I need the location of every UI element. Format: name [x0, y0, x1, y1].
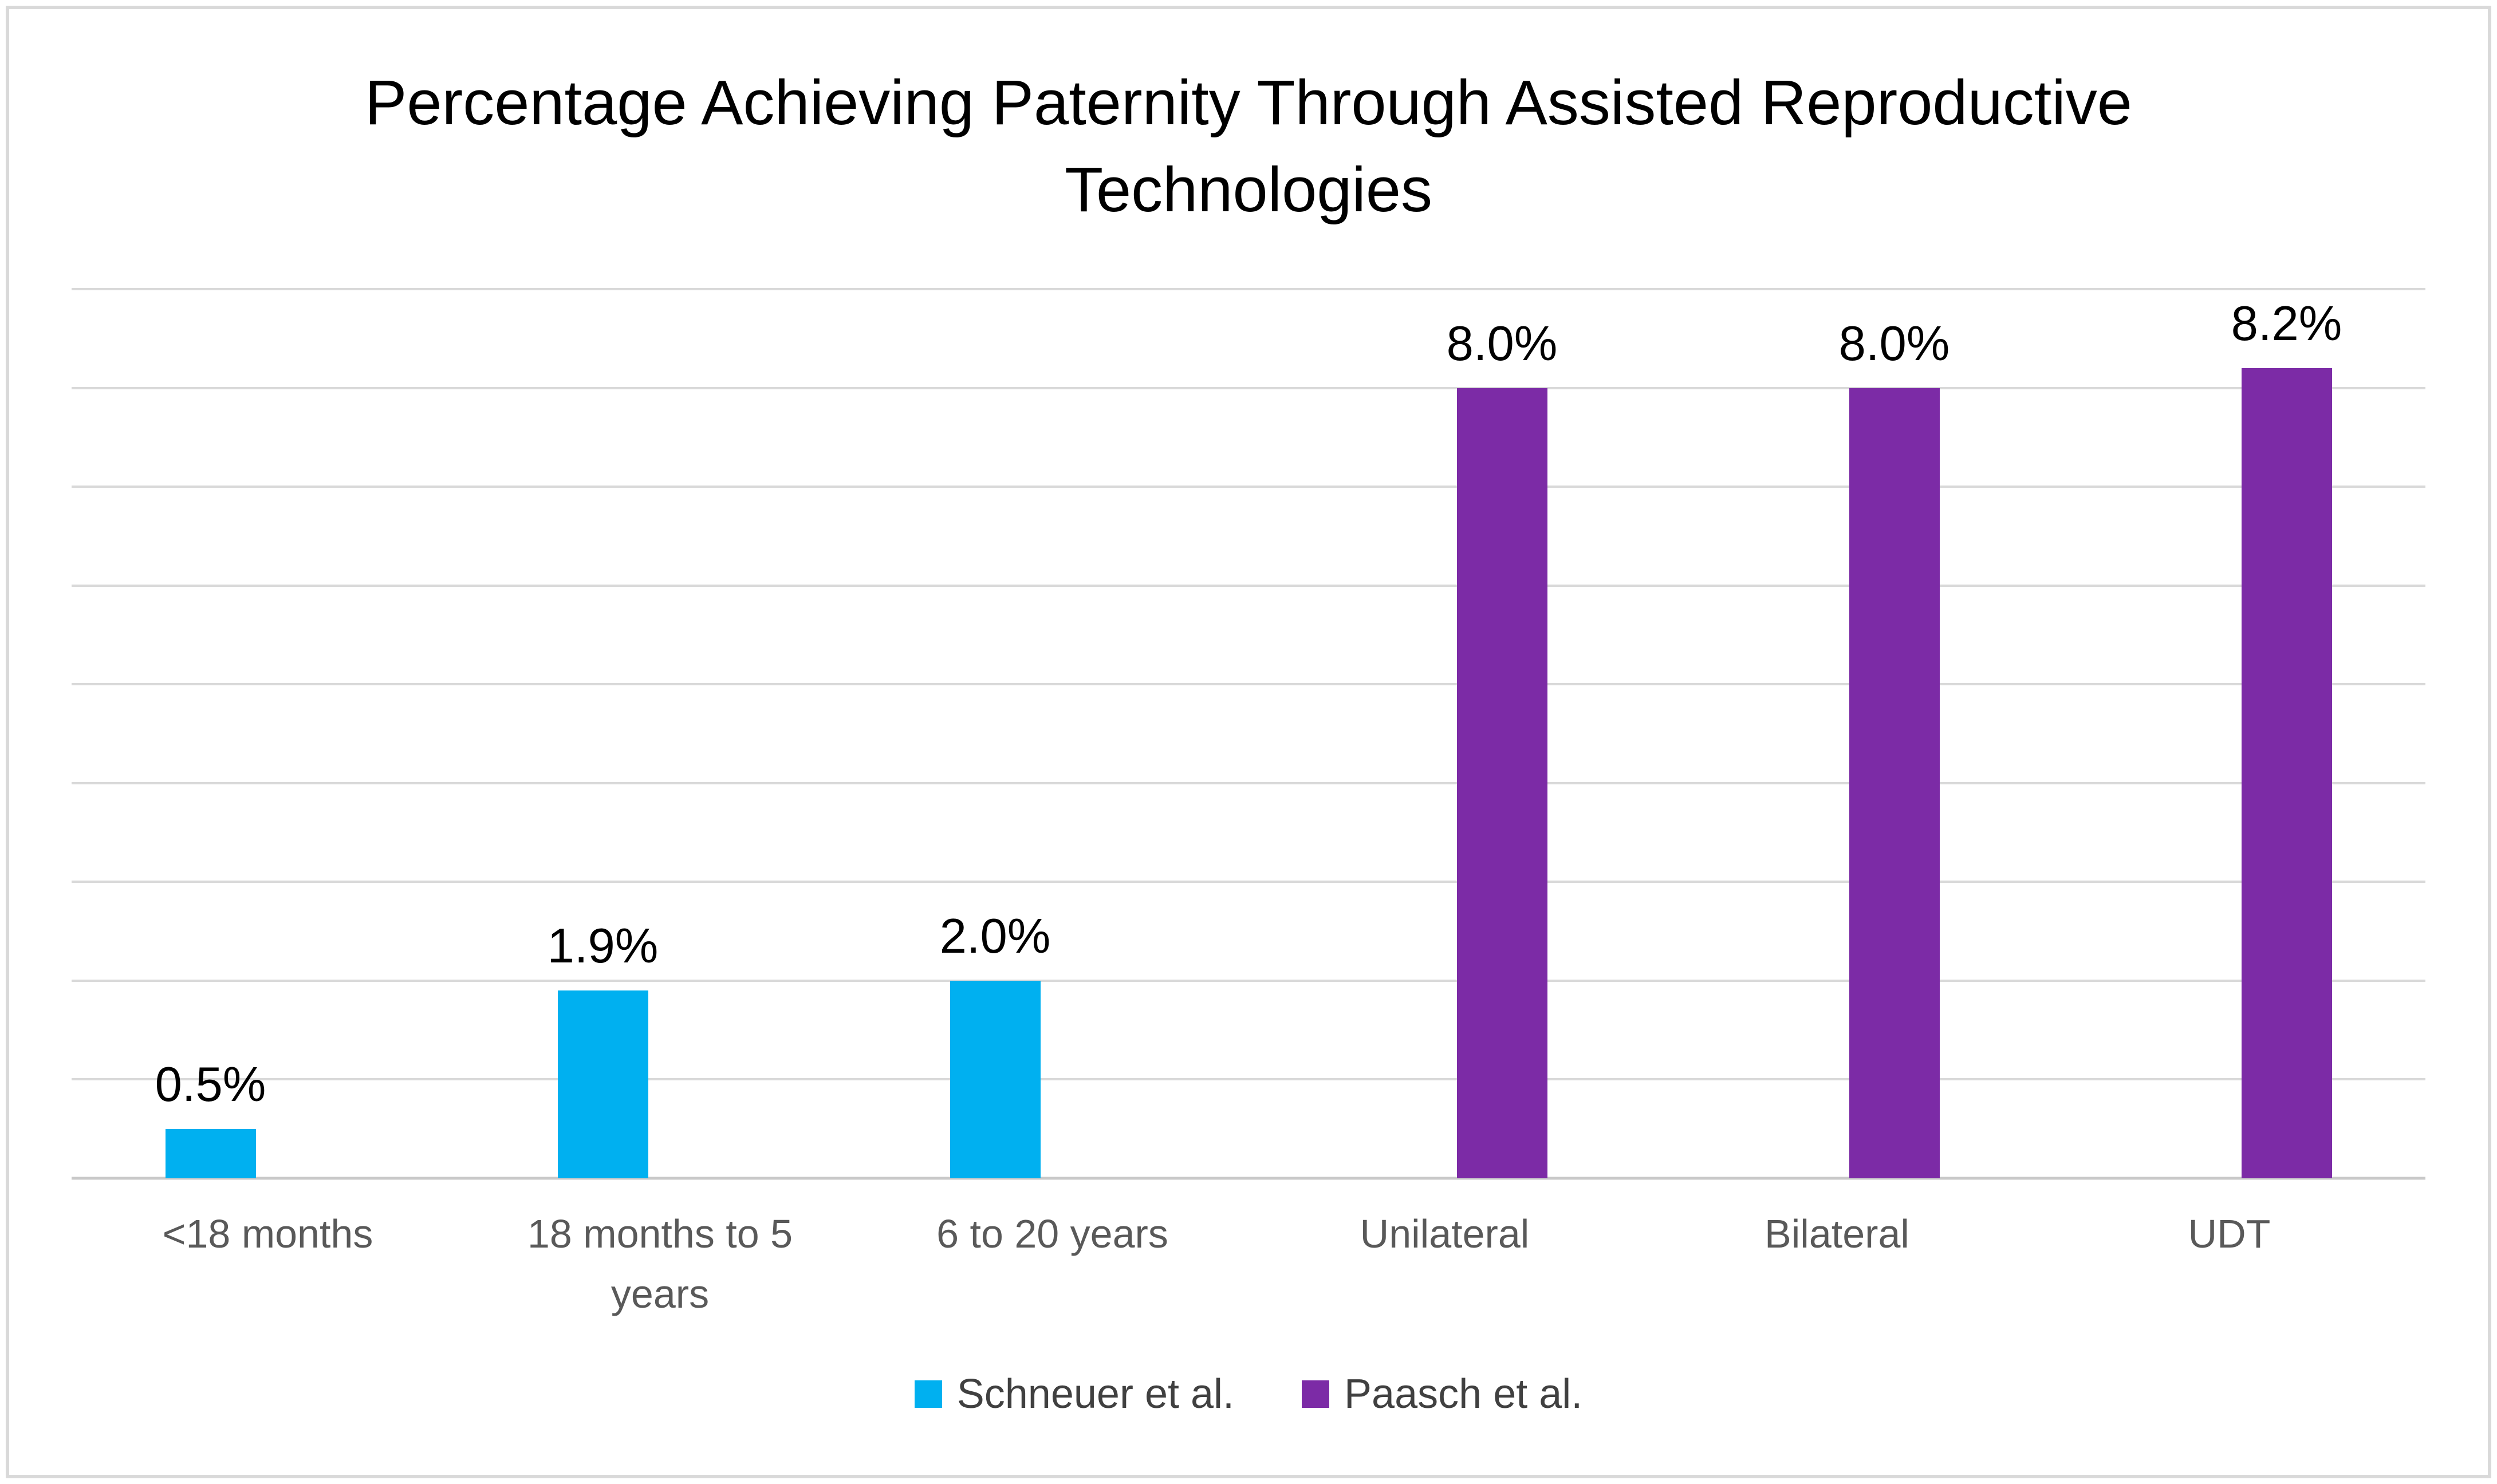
legend: Schneuer et al. Paasch et al. [9, 1371, 2488, 1418]
gridline-3 [72, 881, 2425, 883]
chart-title: Percentage Achieving Paternity Through A… [365, 68, 2132, 225]
data-label: 0.5% [155, 1057, 266, 1112]
x-label-cell: 6 to 20 years [856, 1204, 1248, 1324]
x-axis-label: UDT [2188, 1211, 2271, 1256]
bar-slot: 0.5% [155, 289, 266, 1178]
legend-label: Paasch et al. [1344, 1371, 1583, 1417]
bar-slot: 8.0% [1839, 289, 1949, 1178]
plot-bars: 0.5% 1.9% 2.0% 8.0% 8.0% 8.2% [72, 289, 2425, 1178]
plot-area: 0.5% 1.9% 2.0% 8.0% 8.0% 8.2% [72, 288, 2425, 1180]
x-axis-labels: <18 months 18 months to 5 years 6 to 20 ye… [72, 1204, 2425, 1324]
gridline-2 [72, 979, 2425, 982]
category-2: 1.9% [464, 289, 856, 1178]
x-axis-label: Bilateral [1765, 1211, 1909, 1256]
x-axis-label: 6 to 20 years [936, 1211, 1168, 1256]
category-1: 0.5% [72, 289, 464, 1178]
legend-item: Schneuer et al. [914, 1371, 1235, 1418]
category-6: 8.2% [2033, 289, 2425, 1178]
gridline-7 [72, 486, 2425, 488]
x-label-cell: Bilateral [1641, 1204, 2033, 1324]
x-axis-label: 18 months to 5 years [527, 1211, 793, 1316]
bar-slot [280, 289, 371, 1178]
x-label-cell: <18 months [72, 1204, 464, 1324]
bar-slot [1735, 289, 1825, 1178]
bar [1456, 388, 1547, 1178]
data-label: 8.0% [1838, 316, 1950, 371]
legend-marker-icon [914, 1380, 942, 1408]
bar-slot: 1.9% [548, 289, 658, 1178]
x-axis-line [72, 1177, 2425, 1180]
bar [557, 990, 648, 1178]
data-label: 1.9% [547, 919, 659, 974]
legend-marker-icon [1302, 1380, 1330, 1408]
category-5: 8.0% [1641, 289, 2033, 1178]
gridline-4 [72, 782, 2425, 784]
x-axis-label: <18 months [162, 1211, 373, 1256]
bar-slot [672, 289, 763, 1178]
gridline-5 [72, 683, 2425, 686]
legend-item: Paasch et al. [1302, 1371, 1582, 1418]
gridline-1 [72, 1078, 2425, 1081]
gridline-9 [72, 288, 2425, 290]
x-axis-label: Unilateral [1360, 1211, 1530, 1256]
bar-slot: 2.0% [940, 289, 1050, 1178]
data-label: 8.0% [1446, 316, 1558, 371]
category-4: 8.0% [1248, 289, 1641, 1178]
bar-slot [1342, 289, 1433, 1178]
bar [1849, 388, 1940, 1178]
bar [2241, 368, 2332, 1178]
bar [950, 980, 1041, 1178]
data-label: 8.2% [2231, 297, 2342, 352]
chart-container: Percentage Achieving Paternity Through A… [6, 6, 2491, 1478]
x-label-cell: UDT [2033, 1204, 2425, 1324]
bar-slot: 8.2% [2231, 289, 2342, 1178]
bar [165, 1128, 256, 1178]
x-label-cell: 18 months to 5 years [464, 1204, 856, 1324]
bar-slot [1065, 289, 1155, 1178]
legend-label: Schneuer et al. [956, 1371, 1235, 1417]
bar-slot [2127, 289, 2218, 1178]
gridline-8 [72, 386, 2425, 389]
bar-slot: 8.0% [1447, 289, 1557, 1178]
category-3: 2.0% [856, 289, 1248, 1178]
x-label-cell: Unilateral [1248, 1204, 1641, 1324]
gridline-6 [72, 584, 2425, 587]
data-label: 2.0% [939, 909, 1051, 964]
